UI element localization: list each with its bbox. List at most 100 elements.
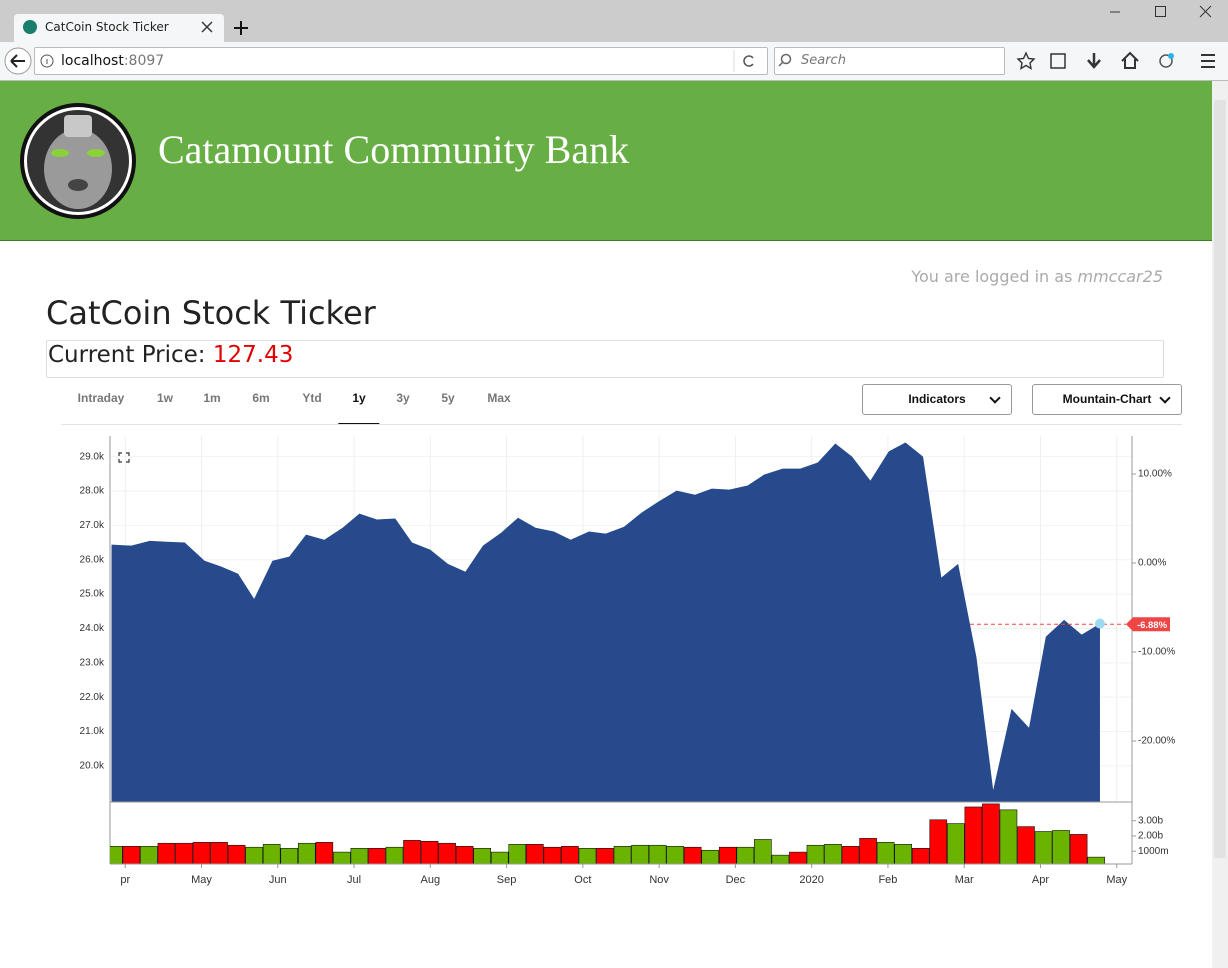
x-tick-label: Apr [1032, 874, 1049, 886]
volume-bar [841, 846, 860, 865]
volume-bar [438, 842, 456, 865]
back-arrow [10, 54, 25, 68]
x-tick-label: Jun [269, 874, 287, 886]
reload[interactable] [743, 55, 754, 67]
volume-bar [789, 851, 807, 865]
volume-bar [297, 842, 316, 865]
range-tab[interactable]: 3y [396, 391, 410, 405]
volume-bar [771, 854, 790, 865]
range-tab[interactable]: Max [487, 391, 511, 405]
y-tick-label: 3.00b [1138, 815, 1163, 826]
volume-bar [333, 851, 351, 865]
volume-bar [192, 842, 211, 865]
volume-bar [403, 840, 421, 865]
x-tick-label: pr [120, 874, 130, 886]
x-tick-label: Feb [878, 874, 897, 886]
volume-bar [876, 842, 895, 865]
y2-tick-label: 0.00% [1138, 558, 1166, 569]
volume-bar [526, 844, 544, 865]
x-tick-label: May [191, 874, 212, 886]
volume-bar [929, 819, 948, 865]
bank-name: Catamount Community Bank [158, 127, 630, 172]
tab-close[interactable] [201, 21, 213, 33]
logo-eye [51, 149, 69, 157]
range-tab[interactable]: 1w [156, 391, 174, 405]
downloads[interactable] [1087, 53, 1101, 69]
volume-bar [455, 846, 474, 865]
range-tab[interactable]: 5y [441, 391, 455, 405]
search-bar[interactable] [774, 47, 1005, 75]
volume-bar [701, 849, 720, 865]
volume-bar [368, 847, 386, 865]
range-tab[interactable]: 6m [252, 391, 270, 405]
y2-tick-label: -20.00% [1138, 736, 1175, 747]
volume-bar [1052, 830, 1070, 865]
x-tick-label: Mar [955, 874, 974, 886]
volume-bar [648, 844, 667, 865]
volume-bar [666, 846, 684, 865]
url[interactable]: localhost:8097 [61, 53, 164, 69]
tab-title[interactable]: CatCoin Stock Ticker [45, 20, 169, 34]
new-tab[interactable] [234, 21, 248, 35]
volume-bar [110, 846, 123, 865]
scroll-thumb[interactable] [1214, 100, 1226, 858]
y-tick-label: 27.0k [80, 520, 105, 531]
bookmark[interactable] [1016, 51, 1036, 70]
maximize[interactable] [1155, 6, 1166, 17]
search-icon-handle [778, 61, 784, 67]
last-value-label: -6.88% [1137, 620, 1168, 631]
favicon [23, 20, 37, 34]
volume-bar [122, 846, 141, 865]
price-label: Current Price: [48, 342, 206, 368]
range-tab[interactable]: Ytd [302, 391, 322, 405]
volume-bar [385, 846, 404, 865]
x-tick-label: May [1106, 874, 1127, 886]
y-tick-label: 22.0k [80, 692, 105, 703]
indicators-select[interactable]: Indicators [862, 384, 1012, 415]
x-tick-label: Nov [649, 874, 669, 886]
volume-bar [473, 847, 491, 865]
price-value: 127.43 [212, 342, 294, 368]
volume-bar [578, 847, 597, 865]
y-tick-label: 29.0k [80, 451, 105, 462]
home[interactable] [1121, 51, 1139, 69]
info-icon[interactable] [40, 54, 54, 68]
last-value-badge [1126, 617, 1170, 632]
extension-dot [1168, 53, 1174, 59]
volume-bar [315, 842, 334, 865]
extension[interactable] [1159, 54, 1173, 68]
volume-bar [1087, 856, 1105, 865]
volume-bar [613, 846, 632, 865]
volume-bar [280, 847, 299, 865]
window-close[interactable] [1199, 5, 1212, 18]
volume-bar [947, 823, 965, 865]
search-placeholder[interactable]: Search [801, 53, 846, 68]
url-bar[interactable] [34, 47, 768, 75]
volume-bar [806, 844, 825, 865]
x-tick-label: Oct [574, 874, 591, 886]
chart-type-select[interactable]: Mountain-Chart [1032, 384, 1182, 415]
logo [20, 103, 136, 219]
volume-bar [982, 803, 1000, 865]
browser-icons [4, 5, 1215, 75]
y-tick-label: 20.0k [80, 761, 105, 772]
page-title: CatCoin Stock Ticker [46, 294, 376, 332]
menu[interactable] [1201, 54, 1215, 68]
range-tab[interactable]: Intraday [77, 391, 125, 405]
volume-bar [175, 842, 193, 865]
price-area [111, 442, 1100, 802]
browser-tab[interactable] [14, 14, 224, 42]
volume-bar [420, 840, 439, 865]
y2-tick-label: -10.00% [1138, 647, 1175, 658]
site-header [0, 81, 1212, 241]
login-prefix: You are logged in as [911, 267, 1073, 286]
reading-list[interactable] [1050, 53, 1066, 69]
y-tick-label: 24.0k [80, 623, 105, 634]
expand-icon[interactable] [118, 452, 130, 463]
range-tab[interactable]: 1m [203, 391, 221, 405]
volume-bar [157, 842, 176, 865]
volume-bar [859, 838, 877, 865]
volume-bar [596, 847, 614, 865]
volume-bar [227, 844, 246, 865]
